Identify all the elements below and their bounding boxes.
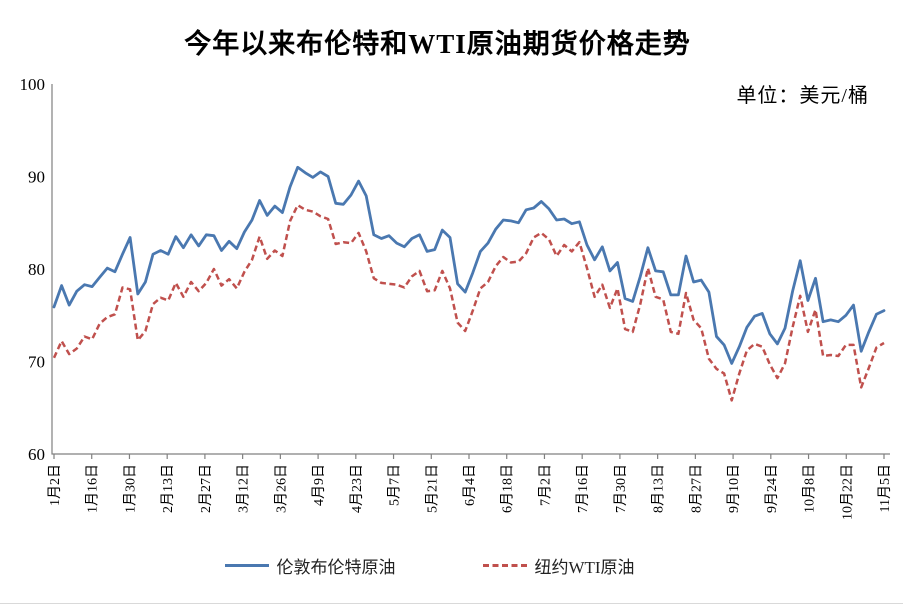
wti-series-line (52, 203, 885, 402)
x-axis-tick-label: 9月10日 (726, 464, 742, 513)
chart-title: 今年以来布伦特和WTI原油期货价格走势 (184, 29, 691, 59)
legend-label-brent: 伦敦布伦特原油 (276, 558, 396, 577)
y-axis-tick-label: 80 (28, 260, 45, 279)
chart-legend: 伦敦布伦特原油 纽约WTI原油 (0, 553, 860, 578)
x-axis-tick-label: 8月13日 (651, 464, 667, 513)
x-axis-tick-label: 1月16日 (85, 464, 101, 513)
x-axis-tick-label: 10月8日 (802, 464, 818, 513)
x-axis-tick-label: 11月5日 (877, 464, 893, 512)
y-axis-tick-label: 70 (28, 353, 45, 372)
wti-line-sample-icon (483, 564, 528, 567)
x-axis-tick-label: 5月7日 (387, 464, 403, 506)
x-axis-tick-label: 1月30日 (122, 464, 138, 513)
x-axis-tick-label: 1月2日 (47, 464, 63, 506)
x-axis-tick-label: 8月27日 (688, 464, 704, 513)
x-axis-tick-label: 6月4日 (462, 464, 478, 506)
x-axis-tick-label: 6月18日 (500, 464, 516, 513)
x-axis-tick-label: 4月9日 (311, 464, 327, 506)
x-axis-tick-label: 7月16日 (575, 464, 591, 513)
unit-label: 单位：美元/桶 (736, 85, 869, 107)
legend-label-wti: 纽约WTI原油 (534, 558, 635, 577)
x-axis-tick-label: 2月27日 (198, 464, 214, 513)
y-axis-tick-label: 100 (20, 75, 46, 94)
x-axis-tick-label: 5月21日 (424, 464, 440, 513)
legend-item-brent: 伦敦布伦特原油 (225, 553, 395, 578)
x-axis-tick-label: 2月13日 (160, 464, 176, 513)
brent-line-sample-icon (225, 564, 270, 567)
y-axis-tick-label: 90 (28, 168, 45, 187)
x-axis-tick-label: 3月12日 (236, 464, 252, 513)
brent-series-line (52, 165, 886, 365)
legend-item-wti: 纽约WTI原油 (483, 553, 635, 578)
x-axis-tick-label: 9月24日 (764, 464, 780, 513)
x-axis-tick-label: 3月26日 (273, 464, 289, 513)
y-axis-tick-label: 60 (28, 445, 45, 464)
x-axis-tick-label: 7月2日 (537, 464, 553, 506)
x-axis-tick-label: 10月22日 (839, 464, 855, 520)
x-axis-tick-label: 4月23日 (349, 464, 365, 513)
x-axis-tick-label: 7月30日 (613, 464, 629, 513)
axis-lines (51, 84, 890, 455)
